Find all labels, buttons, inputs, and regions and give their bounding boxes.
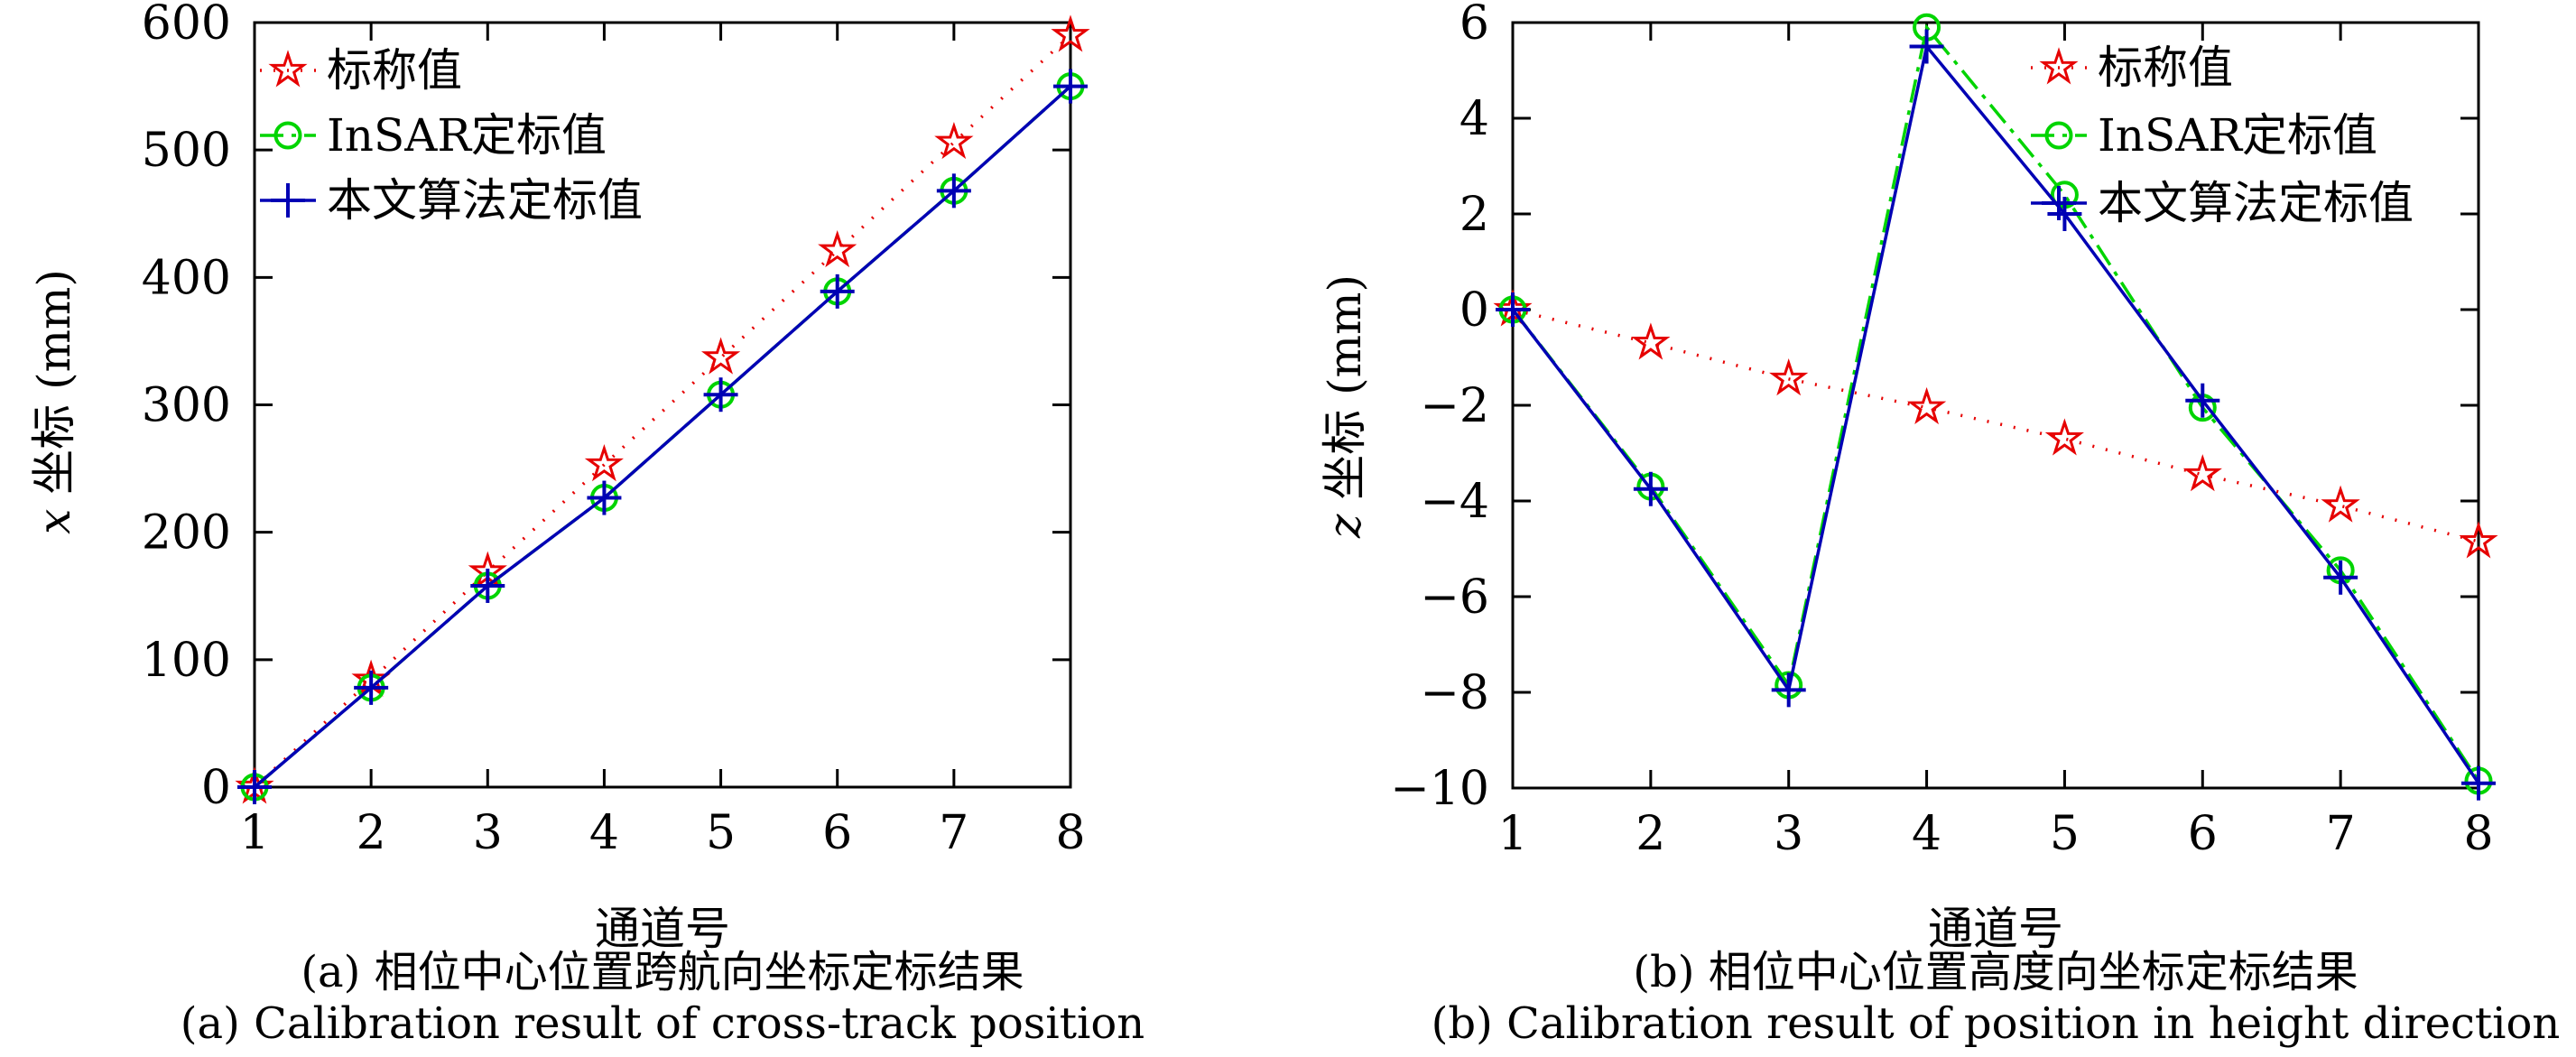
x-tick-label: 1 — [1497, 807, 1527, 861]
y-axis-unit-b: 坐标 (mm) — [1319, 274, 1371, 515]
x-tick-label: 5 — [706, 806, 736, 860]
y-axis-unit-a: 坐标 (mm) — [28, 269, 80, 509]
tick-labels: 1 2 3 4 5 6 7 8 0 100 200 300 400 500 600 — [142, 0, 1086, 860]
axes — [253, 21, 1072, 789]
y-tick-label: 500 — [142, 124, 231, 178]
series-2 — [237, 69, 1088, 804]
tick-labels: 1 2 3 4 5 6 7 8 −10 −8 −6 −4 −2 0 2 4 6 — [1390, 0, 2493, 861]
y-axis-variable-a: x — [28, 508, 80, 534]
y-tick-label: −4 — [1420, 475, 1489, 529]
x-axis-label-b: 通道号 — [1928, 903, 2063, 955]
figure-a: 1 2 3 4 5 6 7 8 0 100 200 300 400 500 600 标称值 InSAR定标值 本文… — [27, 0, 1145, 1049]
x-tick-label: 6 — [822, 806, 852, 860]
legend-entry-label: 本文算法定标值 — [2098, 177, 2414, 229]
y-axis-label-a: x 坐标 (mm) — [27, 212, 81, 591]
x-axis-label-a: 通道号 — [595, 903, 730, 955]
series-2-line — [253, 85, 1072, 789]
legend-entry-label: InSAR定标值 — [2098, 109, 2377, 162]
x-tick-label: 7 — [939, 806, 968, 860]
y-axis-variable-b: z — [1319, 514, 1371, 538]
x-tick-label: 4 — [589, 806, 619, 860]
y-tick-label: 4 — [1459, 92, 1489, 146]
caption-b-english: (b) Calibration result of position in he… — [1431, 998, 2561, 1049]
chart-a-plot: 1 2 3 4 5 6 7 8 0 100 200 300 400 500 600 标称值 InSAR定标值本文… — [142, 0, 1090, 860]
axes — [1511, 21, 2480, 790]
caption-a-chinese: (a) 相位中心位置跨航向坐标定标结果 — [301, 947, 1024, 997]
figure-b: 1 2 3 4 5 6 7 8 −10 −8 −6 −4 −2 0 2 4 6 标称值 InSAR定标值 本文算法定标… — [1288, 0, 2576, 1057]
y-tick-label: −8 — [1420, 666, 1489, 720]
y-tick-label: 0 — [201, 761, 231, 815]
x-tick-label: 8 — [1055, 806, 1085, 860]
x-tick-label: 5 — [2050, 807, 2080, 861]
y-tick-label: 300 — [142, 379, 231, 433]
y-tick-label: 2 — [1459, 188, 1489, 242]
caption-a-english: (a) Calibration result of cross-track po… — [180, 998, 1145, 1049]
legend-entry-label: 本文算法定标值 — [327, 174, 643, 227]
chart-b-plot: 1 2 3 4 5 6 7 8 −10 −8 −6 −4 −2 0 2 4 6 标称值 InSAR定标值本文算法定标… — [1390, 0, 2498, 861]
x-tick-label: 3 — [1774, 807, 1803, 861]
x-tick-label: 3 — [473, 806, 503, 860]
series-2-line — [1511, 42, 2480, 784]
x-tick-label: 2 — [1635, 807, 1665, 861]
y-tick-label: 400 — [142, 251, 231, 305]
y-tick-label: −10 — [1390, 762, 1489, 816]
legend-entry-label: InSAR定标值 — [327, 109, 607, 162]
x-tick-label: 4 — [1912, 807, 1941, 861]
caption-b-chinese: (b) 相位中心位置高度向坐标定标结果 — [1633, 947, 2358, 997]
x-tick-label: 8 — [2463, 807, 2493, 861]
x-tick-label: 2 — [357, 806, 386, 860]
y-axis-label-b: z 坐标 (mm) — [1318, 217, 1372, 596]
y-tick-label: 0 — [1459, 283, 1489, 338]
y-tick-label: 6 — [1459, 0, 1489, 51]
series-0-line — [1512, 308, 2479, 543]
legend-entry-label: 标称值 — [2098, 42, 2233, 94]
y-tick-label: −6 — [1420, 570, 1489, 625]
y-tick-label: −2 — [1420, 379, 1489, 433]
x-tick-label: 6 — [2188, 807, 2218, 861]
series-1-line — [1511, 23, 2480, 782]
y-tick-label: 100 — [142, 634, 231, 688]
x-tick-label: 7 — [2326, 807, 2356, 861]
legend-entry-label: 标称值 — [327, 44, 462, 97]
y-tick-label: 200 — [142, 506, 231, 561]
y-tick-label: 600 — [142, 0, 231, 51]
series-0 — [1493, 289, 2498, 559]
x-tick-label: 1 — [239, 806, 269, 860]
